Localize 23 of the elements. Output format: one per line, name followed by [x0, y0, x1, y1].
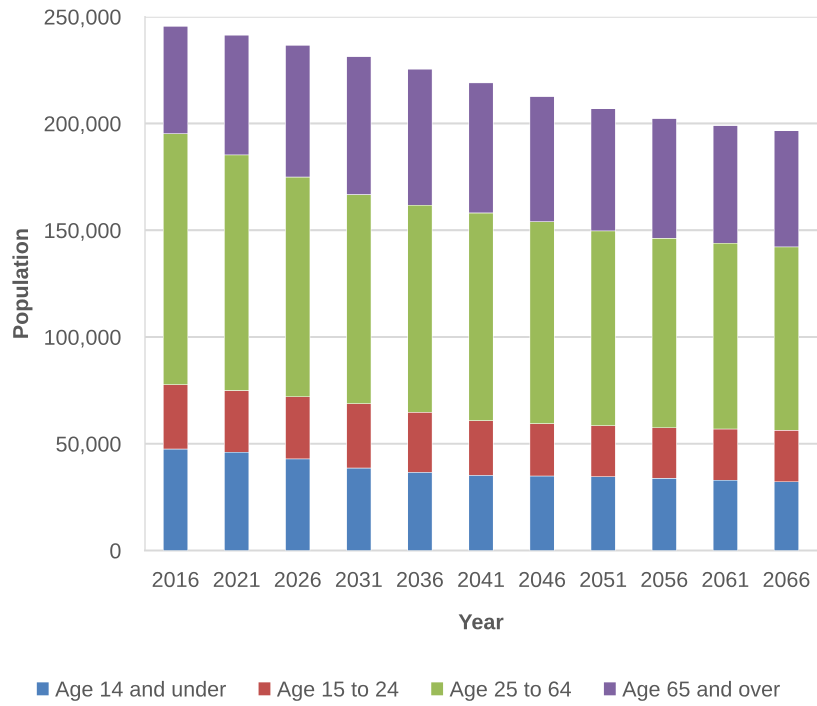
y-tick-label: 250,000 [44, 9, 121, 28]
y-tick-label: 100,000 [45, 330, 121, 348]
x-tick-label: 2036 [397, 572, 443, 588]
y-tick-label: 200,000 [44, 116, 121, 134]
x-tick-label: 2021 [214, 572, 260, 588]
x-tick-label: 2056 [641, 572, 688, 588]
x-tick-label: 2061 [702, 572, 748, 588]
x-tick-label: 2016 [152, 572, 199, 588]
legend-label: Age 15 to 24 [276, 681, 398, 701]
x-tick-label: 2046 [519, 572, 566, 588]
legend-label: Age 25 to 64 [450, 681, 571, 701]
legend-label: Age 14 and under [55, 680, 226, 701]
y-axis-title: Population [12, 229, 32, 338]
x-tick-label: 2031 [336, 572, 382, 588]
x-tick-label: 2041 [458, 572, 504, 588]
x-tick-label: 2026 [274, 572, 321, 588]
y-tick-label: 50,000 [56, 436, 121, 454]
x-axis-title: Year [458, 614, 504, 630]
y-tick-label: 0 [110, 543, 121, 559]
y-tick-label: 150,000 [45, 222, 121, 241]
x-tick-label: 2051 [580, 572, 626, 588]
legend-label: Age 65 and over [622, 680, 780, 701]
x-tick-label: 2066 [764, 572, 810, 588]
